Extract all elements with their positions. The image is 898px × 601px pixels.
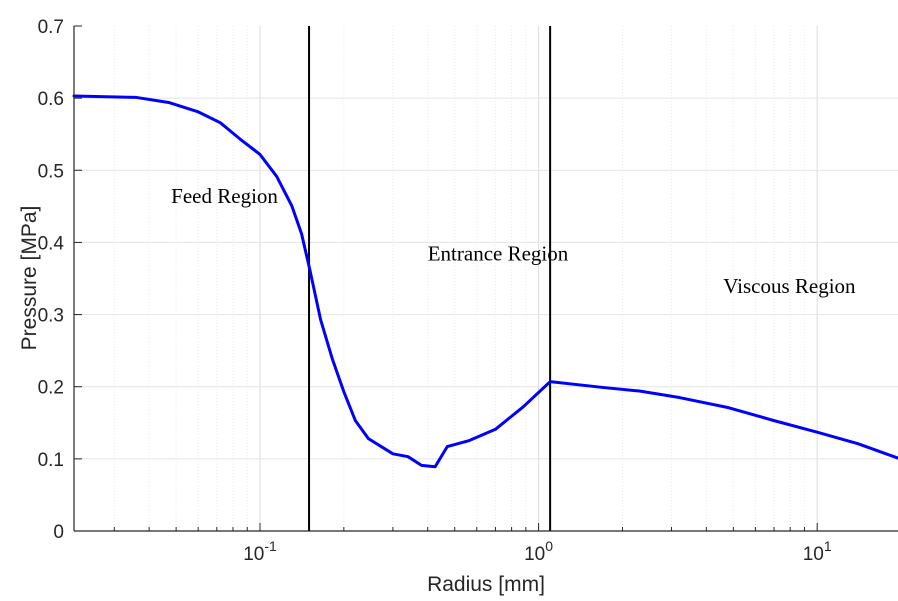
pressure-series-line <box>72 94 898 469</box>
y-tick-label: 0.3 <box>38 306 64 327</box>
y-tick-label: 0.7 <box>38 17 64 38</box>
y-axis-label: Pressure [MPa] <box>18 206 41 351</box>
x-tick-label: 10-1 <box>243 538 277 565</box>
tick-labels: 0 0.1 0.2 0.3 0.4 0.5 0.6 0.7 10-1 100 101 <box>38 17 832 565</box>
plot-background <box>74 26 898 531</box>
region-boundaries <box>308 26 552 531</box>
x-axis-label: Radius [mm] <box>427 573 545 596</box>
y-tick-label: 0 <box>53 522 64 543</box>
axes <box>73 25 898 532</box>
y-tick-label: 0.6 <box>38 89 64 110</box>
y-tick-label: 0.5 <box>38 161 64 182</box>
y-tick-label: 0.1 <box>38 450 64 471</box>
region-label: Feed Region <box>171 184 278 208</box>
y-tick-label: 0.4 <box>38 233 65 254</box>
region-annotations: Feed Region Entrance Region Viscous Region <box>171 184 856 298</box>
region-label: Viscous Region <box>723 274 856 298</box>
minor-grid <box>113 26 805 531</box>
y-tick-label: 0.2 <box>38 378 64 399</box>
region-label: Entrance Region <box>428 241 569 265</box>
x-tick-label: 101 <box>803 538 832 565</box>
data-series <box>72 94 898 469</box>
x-tick-label: 100 <box>524 538 553 565</box>
major-grid <box>74 26 898 531</box>
